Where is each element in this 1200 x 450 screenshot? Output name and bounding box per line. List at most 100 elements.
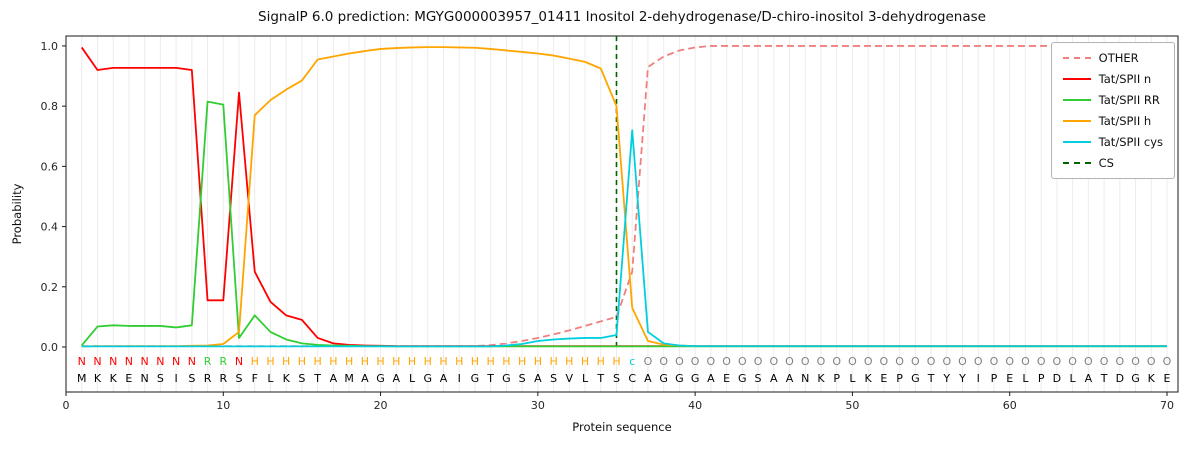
sequence-letter: N bbox=[801, 372, 809, 385]
sequence-letter: T bbox=[1100, 372, 1108, 385]
sequence-letter: E bbox=[880, 372, 887, 385]
region-label: O bbox=[848, 355, 857, 368]
sequence-letter: A bbox=[1085, 372, 1093, 385]
sequence-letter: K bbox=[94, 372, 102, 385]
region-label: H bbox=[439, 355, 447, 368]
region-label: c bbox=[629, 355, 635, 368]
sequence-letter: G bbox=[659, 372, 668, 385]
sequence-letter: A bbox=[440, 372, 448, 385]
region-label: O bbox=[785, 355, 794, 368]
sequence-letter: I bbox=[458, 372, 461, 385]
sequence-letter: G bbox=[911, 372, 920, 385]
sequence-letter: K bbox=[817, 372, 825, 385]
region-label: N bbox=[141, 355, 149, 368]
region-label: H bbox=[345, 355, 353, 368]
region-label: O bbox=[1005, 355, 1014, 368]
region-label: H bbox=[487, 355, 495, 368]
sequence-letter: P bbox=[991, 372, 998, 385]
region-label: O bbox=[738, 355, 747, 368]
sequence-letter: T bbox=[313, 372, 321, 385]
region-label: O bbox=[880, 355, 889, 368]
series-line-tat-spii-h bbox=[81, 46, 1167, 348]
region-label: O bbox=[1021, 355, 1030, 368]
region-label: O bbox=[707, 355, 716, 368]
sequence-letter: G bbox=[738, 372, 747, 385]
region-label: O bbox=[942, 355, 951, 368]
x-tick-label: 40 bbox=[688, 399, 702, 412]
legend-label: OTHER bbox=[1098, 51, 1139, 65]
sequence-letter: A bbox=[393, 372, 401, 385]
sequence-letter: L bbox=[1070, 372, 1077, 385]
sequence-letter: R bbox=[204, 372, 212, 385]
sequence-letter: G bbox=[1131, 372, 1140, 385]
sequence-letter: K bbox=[1148, 372, 1156, 385]
sequence-letter: S bbox=[519, 372, 526, 385]
legend: OTHER Tat/SPII n Tat/SPII RR Tat/SPII h Tat/… bbox=[1050, 42, 1175, 179]
x-tick-label: 70 bbox=[1160, 399, 1174, 412]
region-label: O bbox=[864, 355, 873, 368]
region-label: N bbox=[125, 355, 133, 368]
sequence-letter: G bbox=[502, 372, 511, 385]
y-tick-label: 0.2 bbox=[41, 281, 59, 294]
y-tick-label: 0.8 bbox=[41, 100, 59, 113]
region-label: R bbox=[204, 355, 212, 368]
region-label: O bbox=[769, 355, 778, 368]
sequence-letter: G bbox=[471, 372, 480, 385]
region-label: O bbox=[644, 355, 653, 368]
region-label: O bbox=[990, 355, 999, 368]
region-label: H bbox=[408, 355, 416, 368]
sequence-letter: E bbox=[1006, 372, 1013, 385]
gridlines bbox=[81, 36, 1168, 392]
sequence-letter: Y bbox=[942, 372, 950, 385]
region-label: N bbox=[235, 355, 243, 368]
legend-line-swatch-icon bbox=[1062, 162, 1091, 164]
region-label: O bbox=[659, 355, 668, 368]
sequence-letter: S bbox=[550, 372, 557, 385]
sequence-letter: G bbox=[423, 372, 432, 385]
x-axis-ticks: 0 10 20 30 40 50 60 70 bbox=[63, 392, 1174, 412]
region-label: O bbox=[1131, 355, 1140, 368]
sequence-letter: S bbox=[755, 372, 762, 385]
region-label: H bbox=[314, 355, 322, 368]
sequence-letter: E bbox=[125, 372, 132, 385]
region-label: H bbox=[549, 355, 557, 368]
x-tick-label: 60 bbox=[1003, 399, 1017, 412]
sequence-letter: M bbox=[77, 372, 87, 385]
sequence-letter: A bbox=[330, 372, 338, 385]
y-tick-label: 0.0 bbox=[41, 341, 59, 354]
sequence-letter: E bbox=[1164, 372, 1171, 385]
region-label: H bbox=[502, 355, 510, 368]
region-label: N bbox=[188, 355, 196, 368]
region-label: O bbox=[754, 355, 763, 368]
region-label: H bbox=[424, 355, 432, 368]
legend-label: CS bbox=[1098, 156, 1114, 170]
region-label: H bbox=[392, 355, 400, 368]
y-axis-ticks: 0.0 0.2 0.4 0.6 0.8 1.0 bbox=[41, 40, 66, 354]
region-label: O bbox=[974, 355, 983, 368]
sequence-letter: L bbox=[849, 372, 856, 385]
plot-frame bbox=[65, 35, 1179, 393]
region-label: O bbox=[675, 355, 684, 368]
legend-line-swatch-icon bbox=[1062, 57, 1091, 59]
region-label: H bbox=[251, 355, 259, 368]
sequence-letter: M bbox=[344, 372, 354, 385]
region-label: N bbox=[78, 355, 86, 368]
sequence-letter: G bbox=[376, 372, 385, 385]
region-label: O bbox=[817, 355, 826, 368]
sequence-letter: G bbox=[691, 372, 700, 385]
region-label: H bbox=[455, 355, 463, 368]
x-tick-label: 0 bbox=[63, 399, 70, 412]
x-tick-label: 30 bbox=[531, 399, 545, 412]
sequence-letter: S bbox=[188, 372, 195, 385]
sequence-letter: S bbox=[613, 372, 620, 385]
region-label: H bbox=[266, 355, 274, 368]
region-label: H bbox=[534, 355, 542, 368]
sequence-letter: A bbox=[644, 372, 652, 385]
sequence-letter: S bbox=[157, 372, 164, 385]
region-label: O bbox=[958, 355, 967, 368]
series-line-tat-spii-cys bbox=[81, 129, 1167, 348]
sequence-letter: K bbox=[283, 372, 291, 385]
